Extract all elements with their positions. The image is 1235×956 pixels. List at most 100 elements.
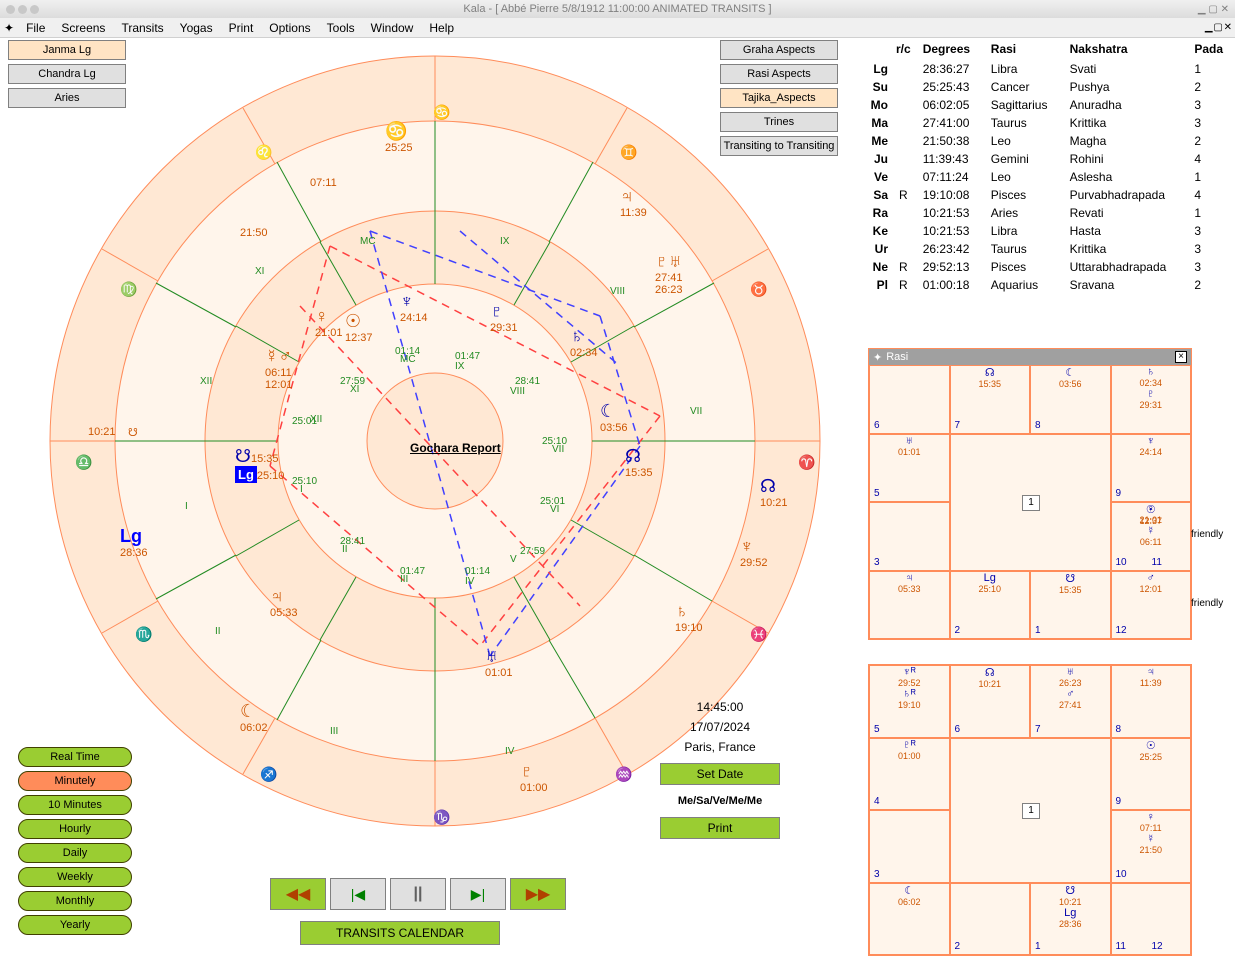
prev-button[interactable]: |◀ [330,878,386,910]
rasi-cell: ☾06:02 [869,883,950,956]
menu-help[interactable]: Help [421,19,462,37]
monthly-button[interactable]: Monthly [18,891,132,911]
table-row: Ke10:21:53LibraHasta3 [862,222,1235,240]
daily-button[interactable]: Daily [18,843,132,863]
rasi-cell: ♄02:34♇29:31 [1111,365,1192,434]
planet-label: ☊15:35 [625,446,653,479]
house-label: MC [360,236,376,247]
close-icon[interactable]: × [1175,351,1187,363]
weekly-button[interactable]: Weekly [18,867,132,887]
menu-options[interactable]: Options [261,19,318,37]
house-label: 25:10 [292,476,317,487]
house-label: VI [550,504,559,515]
menu-window[interactable]: Window [363,19,422,37]
rasi-chart-top: ✦Rasi× 16☊15:357☾03:568♄02:34♇29:31♅01:0… [868,348,1192,640]
10-minutes-button[interactable]: 10 Minutes [18,795,132,815]
window-buttons[interactable]: ▁ ▢ ✕ [1205,22,1231,33]
gochara-report-link[interactable]: Gochara Report [410,441,501,455]
rewind-button[interactable]: ◀◀ [270,878,326,910]
table-row: NeR29:52:13PiscesUttarabhadrapada3 [862,258,1235,276]
rasi-cell: 6 [869,365,950,434]
house-label: I [300,484,303,495]
house-label: MC [400,354,416,365]
rasi-cell: ♇ᴿ01:004 [869,738,950,811]
next-button[interactable]: ▶| [450,878,506,910]
hourly-button[interactable]: Hourly [18,819,132,839]
transport-controls: ◀◀ |◀ || ▶| ▶▶ [270,878,566,910]
house-label: V [510,554,517,565]
zodiac-sign: ♉ [750,281,767,298]
rasi-cell: ♅26:23♂27:417 [1030,665,1111,738]
house-label: II [342,544,348,555]
menu-yogas[interactable]: Yogas [172,19,221,37]
date-label: 17/07/2024 [660,717,780,737]
rasi-cell: ☊15:357 [950,365,1031,434]
zodiac-sign: ♎ [75,454,92,471]
pause-button[interactable]: || [390,878,446,910]
print-button[interactable]: Print [660,817,780,839]
table-row: Me21:50:38LeoMagha2 [862,132,1235,150]
house-label: VIII [610,286,625,297]
planet-label: ♇01:00 [520,761,548,794]
table-row: Ve07:11:24LeoAslesha1 [862,168,1235,186]
transits-calendar-button[interactable]: TRANSITS CALENDAR [300,921,500,945]
rasi-cell: ♆ᴿ29:52♄ᴿ19:105 [869,665,950,738]
menu-transits[interactable]: Transits [113,19,171,37]
house-label: XII [310,414,322,425]
yearly-button[interactable]: Yearly [18,915,132,935]
outer-label: 10:21 [88,426,116,438]
planet-label: 07:11 [310,156,337,189]
rasi-cell: ♀21:01☿06:11 [1111,502,1192,571]
set-date-button[interactable]: Set Date [660,763,780,785]
col-header: Pada [1188,38,1235,60]
planet-label: ☿♂06:1112:01 [265,346,293,391]
house-label: IX [455,361,464,372]
planets-table: r/cDegreesRasiNakshatraPadaLg28:36:27Lib… [862,38,1235,294]
planet-label: ♃11:39 [620,186,647,219]
planet-label: ♅01:01 [485,646,513,679]
time-label: 14:45:00 [660,697,780,717]
menu-print[interactable]: Print [221,19,262,37]
menu-tools[interactable]: Tools [319,19,363,37]
rasi-cell: ♆24:149 [1111,434,1192,503]
zodiac-sign: ♓ [750,626,767,643]
outer-label: ☋ [128,426,138,439]
app-title: Kala - [ Abbé Pierre 5/8/1912 11:00:00 A… [463,3,771,15]
house-label: XI [350,384,359,395]
minutely-button[interactable]: Minutely [18,771,132,791]
zodiac-sign: ♐ [260,766,277,783]
forward-button[interactable]: ▶▶ [510,878,566,910]
planet-label: ♆24:14 [400,291,428,324]
table-row: PlR01:00:18AquariusSravana2 [862,276,1235,294]
planet-label: ☋15:35Lg25:10 [235,446,284,482]
house-label: XI [255,266,264,277]
col-header: r/c [890,38,917,60]
planet-label: ♆29:52 [740,536,768,569]
menu-screens[interactable]: Screens [53,19,113,37]
rasi-cell: ♃05:33 [869,571,950,640]
zodiac-sign: ♑ [433,809,450,826]
planet-label: ☊10:21 [760,476,788,509]
menu-file[interactable]: File [18,19,53,37]
rasi-cell: Lg25:102 [950,571,1031,640]
rasi-cell: ☊10:216 [950,665,1031,738]
planet-label: ♀21:01 [315,306,343,339]
table-row: Ra10:21:53AriesRevati1 [862,204,1235,222]
col-header [862,38,890,60]
rasi-cell: ☋15:351 [1030,571,1111,640]
rasi-title: Rasi [886,351,908,363]
rasi-cell: ♀07:11☿21:5010 [1111,810,1192,883]
table-row: Ma27:41:00TaurusKrittika3 [862,114,1235,132]
col-header: Degrees [917,38,985,60]
planet-label: 21:50 [240,206,268,239]
rasi-cell: 2 [950,883,1031,956]
zodiac-sign: ♏ [135,626,152,643]
menubar: ✦ FileScreensTransitsYogasPrintOptionsTo… [0,18,1235,38]
dasha-label: Me/Sa/Ve/Me/Me [660,791,780,811]
planet-label: ♇29:31 [490,301,518,334]
house-label: I [185,501,188,512]
date-block: 14:45:00 17/07/2024 Paris, France Set Da… [660,697,780,845]
table-row: Lg28:36:27LibraSvati1 [862,60,1235,78]
house-label: XII [200,376,212,387]
real-time-button[interactable]: Real Time [18,747,132,767]
